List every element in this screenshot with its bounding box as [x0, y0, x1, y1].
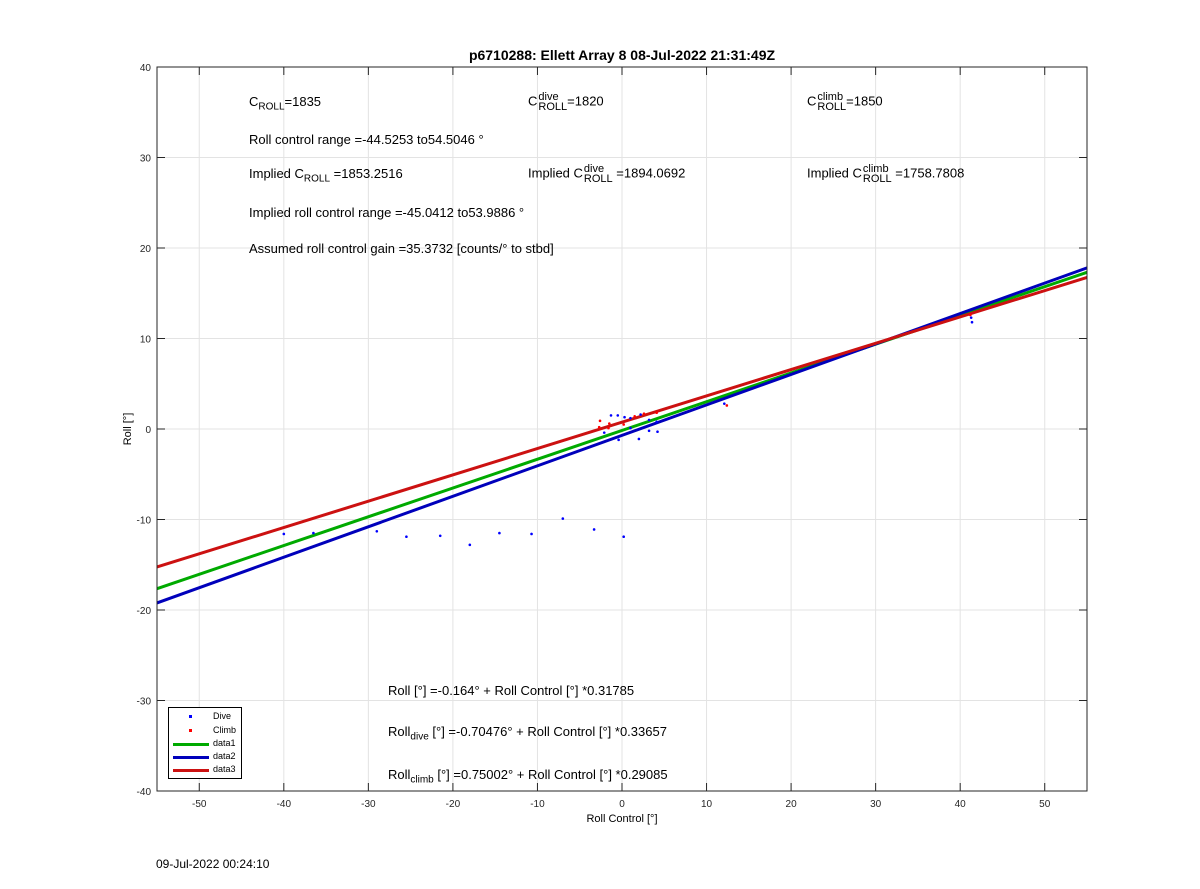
dive-point — [723, 402, 726, 405]
legend-label: data3 — [213, 764, 236, 774]
chart-title: p6710288: Ellett Array 8 08-Jul-2022 21:… — [469, 47, 776, 63]
y-tick-label: 0 — [145, 425, 151, 436]
climb-point — [608, 422, 611, 425]
legend-item-dive: Dive — [169, 710, 241, 723]
y-tick-label: -10 — [137, 516, 152, 527]
dive-point — [498, 531, 501, 535]
fit-line-data2 — [156, 266, 1088, 605]
x-tick-label: -40 — [277, 799, 292, 810]
legend-item-climb: Climb — [169, 724, 241, 737]
y-axis-label: Roll [°] — [122, 413, 134, 446]
y-tick-label: -30 — [137, 697, 152, 708]
dive-point — [616, 414, 620, 417]
legend-item-data2: data2 — [169, 750, 241, 763]
dive-point — [609, 414, 613, 417]
dive-point — [561, 517, 565, 520]
dive-point — [617, 438, 620, 442]
climb-point — [969, 313, 972, 317]
x-tick-label: -10 — [530, 799, 545, 810]
x-tick-label: 30 — [870, 799, 882, 810]
legend-climb-marker — [189, 729, 192, 732]
footer-timestamp: 09-Jul-2022 00:24:10 — [156, 857, 270, 871]
fit-line-data3 — [156, 276, 1088, 569]
dive-point — [970, 320, 974, 324]
x-tick-label: 0 — [619, 799, 625, 810]
legend-label: data2 — [213, 751, 236, 761]
x-tick-label: 20 — [786, 799, 798, 810]
fit-equation-climb: Rollclimb [°] =0.75002° + Roll Control [… — [388, 767, 668, 786]
implied-roll-control-range: Implied roll control range =-45.0412 to5… — [249, 205, 525, 220]
fit-equation-dive: Rolldive [°] =-0.70476° + Roll Control [… — [388, 724, 667, 743]
dive-point — [622, 535, 625, 538]
dive-point — [530, 532, 533, 536]
dive-point — [969, 316, 973, 319]
climb-point — [597, 425, 601, 429]
fit-lines — [156, 266, 1088, 605]
climb-point — [725, 404, 729, 407]
legend-item-data1: data1 — [169, 737, 241, 750]
dive-point — [656, 430, 659, 434]
climb-point — [655, 411, 658, 415]
dive-point — [602, 431, 606, 434]
assumed-gain: Assumed roll control gain =35.3732 [coun… — [249, 241, 554, 256]
climb-point — [598, 419, 602, 423]
legend-label: data1 — [213, 738, 236, 748]
dive-point — [592, 528, 596, 531]
legend-label: Climb — [213, 725, 237, 735]
y-tick-label: 10 — [140, 335, 152, 346]
dive-point — [647, 429, 651, 433]
legend-data1-line — [173, 743, 209, 746]
climb-point — [633, 415, 636, 418]
x-axis-label: Roll Control [°] — [586, 813, 657, 825]
dive-point — [623, 415, 626, 419]
climb-point — [622, 423, 625, 426]
dive-point — [468, 543, 472, 547]
x-tick-label: 50 — [1039, 799, 1051, 810]
y-tick-label: 20 — [140, 244, 152, 255]
dive-point — [438, 534, 442, 538]
dive-point — [637, 437, 641, 441]
c-roll-annotation: CROLL=1835 — [249, 94, 322, 113]
x-tick-label: 40 — [955, 799, 967, 810]
legend-data3-line — [173, 769, 209, 772]
dive-point — [629, 416, 632, 420]
axis-ticks: -50 -40 -30 -20 -10 0 10 20 30 40 50 -40 -30 -20 -10 0 1… — [137, 63, 1087, 810]
legend-data2-line — [173, 756, 209, 759]
y-tick-label: -20 — [137, 606, 152, 617]
dive-point — [639, 413, 642, 416]
x-tick-label: -50 — [192, 799, 207, 810]
climb-point — [642, 412, 646, 415]
data-points — [282, 313, 974, 547]
legend: Dive Climb data1 data2 data3 — [168, 707, 242, 779]
dive-point — [375, 529, 379, 533]
dive-point — [655, 420, 658, 424]
legend-dive-marker — [189, 715, 192, 718]
fit-equation-all: Roll [°] =-0.164° + Roll Control [°] *0.… — [388, 683, 635, 698]
roll-control-range: Roll control range =-44.5253 to54.5046 ° — [249, 132, 484, 147]
dive-point — [312, 531, 315, 535]
dive-point — [405, 535, 408, 538]
x-tick-label: 10 — [701, 799, 713, 810]
y-tick-label: -40 — [137, 787, 152, 798]
implied-c-roll: Implied CROLL =1853.2516 — [249, 166, 403, 185]
x-tick-label: -30 — [361, 799, 376, 810]
dive-point — [282, 532, 286, 536]
y-tick-label: 40 — [140, 63, 152, 74]
y-tick-label: 30 — [140, 154, 152, 165]
climb-point — [607, 426, 610, 430]
x-tick-label: -20 — [446, 799, 461, 810]
legend-item-data3: data3 — [169, 763, 241, 776]
dive-point — [647, 418, 651, 422]
dive-point — [629, 426, 632, 430]
legend-label: Dive — [213, 711, 232, 721]
